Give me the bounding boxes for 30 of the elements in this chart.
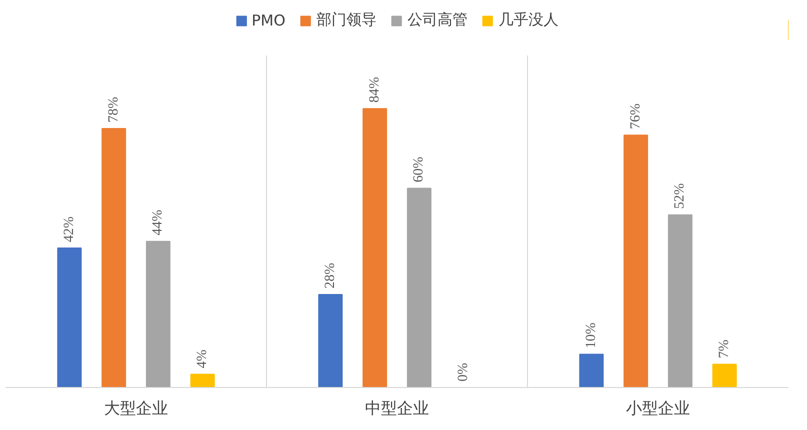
x-tick-label: 中型企业 [365,398,429,418]
data-label: 42% [62,216,77,242]
bar [190,374,215,388]
data-label: 76% [628,103,644,130]
data-label: 44% [150,209,166,236]
data-label: 10% [584,322,599,348]
legend-label: 几乎没人 [498,10,558,30]
bar [318,294,343,388]
data-label: 0% [456,362,472,382]
bar [579,354,604,388]
data-label: 84% [367,76,382,103]
bar [712,364,737,388]
bar [146,240,170,388]
data-label: 60% [412,156,427,182]
legend-label: 部门领导 [316,10,376,30]
legend-label: PMO [252,11,286,29]
legend-label: 公司高管 [407,10,468,30]
data-label: 78% [106,96,122,123]
bar [57,248,82,388]
x-tick-label: 大型企业 [104,398,168,418]
data-label: 28% [322,262,338,289]
bar [406,188,432,388]
bar [362,108,388,388]
bar [668,214,692,388]
data-label: 4% [195,349,210,368]
data-label: 52% [672,182,688,209]
bar [624,134,648,388]
bar [102,128,126,388]
data-label: 7% [717,339,732,358]
x-tick-label: 小型企业 [626,398,690,418]
